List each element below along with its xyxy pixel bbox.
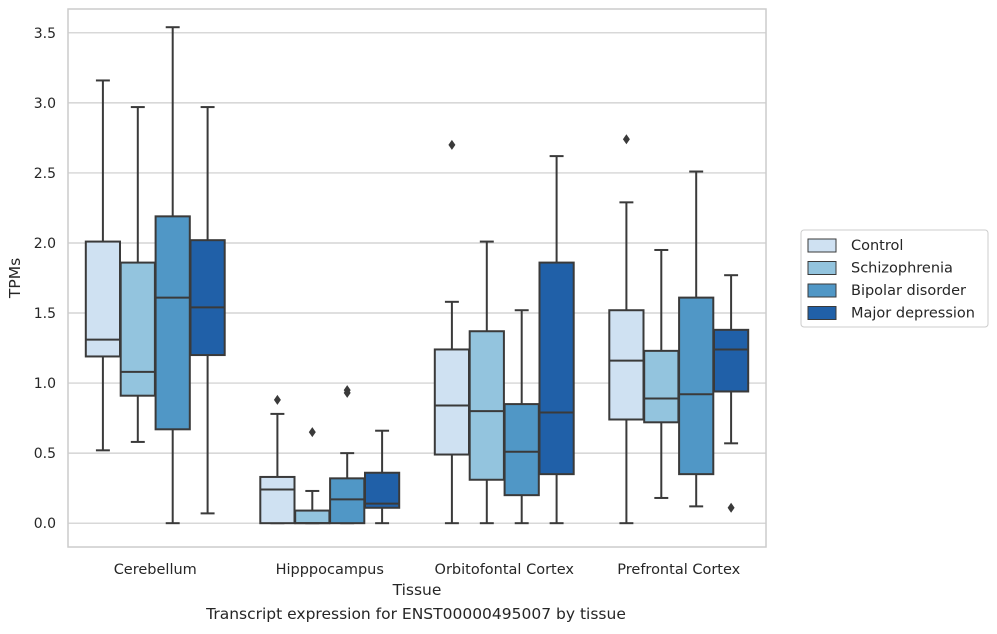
box-3-1 (363, 429, 401, 525)
y-tick-label: 3.5 (34, 26, 56, 42)
legend-swatch (807, 261, 837, 275)
y-tick-label: 2.5 (34, 166, 56, 182)
legend: Control Schizophrenia Bipolar disorder Majo… (800, 229, 989, 328)
x-tick-label: Cerebellum (114, 562, 197, 578)
box-body (433, 348, 471, 456)
box-body (84, 240, 122, 358)
legend-swatch (807, 238, 837, 253)
box-body (678, 296, 715, 476)
y-tick-label: 1.0 (34, 376, 56, 392)
x-axis-label: Tissue (392, 581, 442, 599)
box-body (608, 309, 645, 421)
box-body (468, 330, 505, 481)
box-2-3 (678, 170, 715, 508)
box-body (259, 475, 296, 525)
box-2-1 (329, 385, 366, 525)
y-tick-labels: 0.0 0.5 1.0 1.5 2.0 2.5 3.0 3.5 (34, 26, 56, 532)
y-axis-label: TPMs (6, 258, 24, 299)
outlier-point (308, 427, 316, 438)
box-body (119, 261, 156, 397)
y-tick-label: 2.0 (34, 236, 56, 252)
outlier-point (622, 134, 630, 145)
box-body (538, 261, 575, 476)
outlier-point (343, 385, 351, 396)
legend-label: Control (851, 238, 903, 254)
box-body (294, 509, 331, 525)
box-2-0 (154, 26, 191, 525)
box-3-2 (538, 155, 575, 525)
box-body (712, 328, 750, 393)
outlier-point (448, 139, 456, 150)
x-tick-label: Orbitofontal Cortex (435, 562, 575, 578)
box-body (154, 215, 191, 431)
x-tick-labels: Cerebellum Hipppocampus Orbitofontal Corte… (114, 562, 741, 578)
legend-label: Bipolar disorder (851, 283, 966, 299)
box-0-3 (608, 134, 645, 525)
boxes-layer (84, 26, 750, 525)
x-tick-label: Hipppocampus (276, 562, 384, 578)
x-tick-label: Prefrontal Cortex (617, 562, 740, 578)
box-0-2 (433, 139, 471, 525)
legend-frame (800, 229, 989, 328)
y-tick-label: 3.0 (34, 96, 56, 112)
legend-swatch (807, 283, 837, 298)
box-body (643, 349, 680, 424)
box-body (189, 239, 226, 357)
box-3-3 (712, 274, 750, 513)
box-3-0 (189, 106, 226, 515)
box-0-1 (259, 394, 296, 525)
box-0-0 (84, 79, 122, 452)
chart-caption: Transcript expression for ENST0000049500… (206, 605, 626, 623)
legend-swatch (807, 306, 837, 320)
outlier-point (727, 502, 735, 513)
box-2-2 (503, 309, 540, 525)
y-tick-label: 1.5 (34, 306, 56, 322)
legend-label: Major depression (851, 306, 975, 322)
box-body (363, 471, 401, 509)
outlier-point (273, 394, 281, 405)
box-body (503, 403, 540, 497)
legend-label: Schizophrenia (851, 261, 953, 277)
box-1-3 (643, 248, 680, 499)
y-tick-label: 0.5 (34, 446, 56, 462)
box-body (329, 477, 366, 525)
y-tick-label: 0.0 (34, 516, 56, 532)
